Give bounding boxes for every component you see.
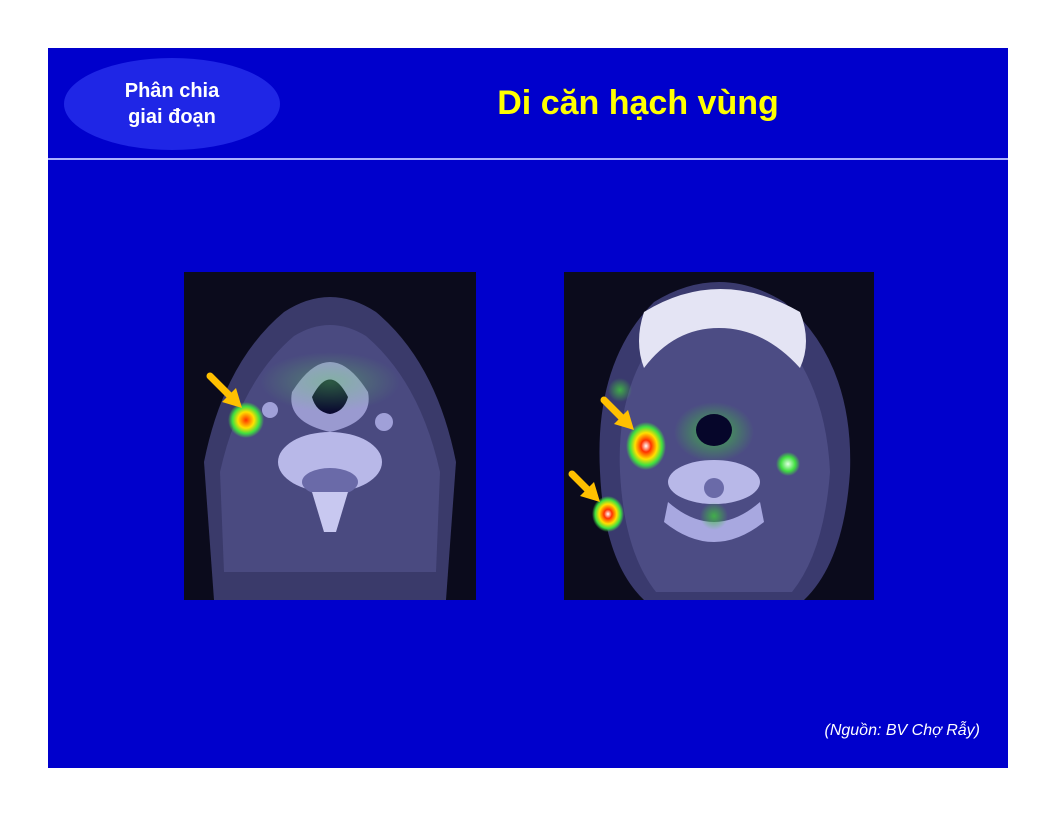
- arrow-icon: [568, 470, 600, 502]
- arrow-icon: [600, 396, 634, 430]
- arrow-icon: [206, 372, 242, 408]
- section-badge: Phân chia giai đoạn: [64, 58, 280, 150]
- header-divider: [48, 158, 1008, 160]
- pet-ct-scan-left: [184, 272, 476, 600]
- scan-right-graphic: [564, 272, 874, 600]
- scan-left-graphic: [184, 272, 476, 600]
- image-source-credit: (Nguồn: BV Chợ Rẫy): [824, 722, 980, 739]
- slide: Phân chia giai đoạn Di căn hạch vùng: [48, 48, 1008, 768]
- section-badge-line-1: Phân chia: [124, 80, 220, 102]
- pet-ct-scan-right: [564, 272, 874, 600]
- slide-title: Di căn hạch vùng: [497, 84, 779, 122]
- section-badge-line-2: giai đoạn: [128, 106, 216, 128]
